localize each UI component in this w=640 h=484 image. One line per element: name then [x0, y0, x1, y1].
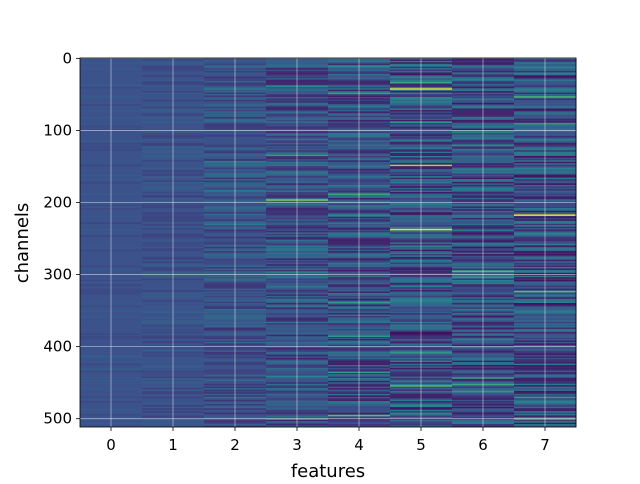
y-tick-label: 500 — [43, 410, 72, 428]
x-tick-label: 0 — [106, 436, 116, 454]
x-tick-label: 2 — [230, 436, 240, 454]
x-tick-label: 6 — [478, 436, 488, 454]
x-tick-label: 1 — [168, 436, 178, 454]
y-tick-label: 300 — [43, 266, 72, 284]
x-tick-label: 3 — [292, 436, 302, 454]
y-axis-ticks: 0 100 200 300 400 500 — [43, 49, 80, 428]
y-tick-label: 0 — [62, 49, 72, 67]
heatmap-cells — [80, 58, 577, 428]
x-axis-ticks: 0 1 2 3 4 5 6 7 — [106, 427, 550, 454]
y-tick-label: 200 — [43, 194, 72, 212]
x-tick-label: 5 — [416, 436, 426, 454]
y-tick-label: 400 — [43, 338, 72, 356]
x-axis-label: features — [291, 461, 365, 480]
x-tick-label: 7 — [540, 436, 550, 454]
y-axis-label: channels — [12, 203, 33, 284]
plot-frame — [79, 57, 577, 428]
y-tick-label: 100 — [43, 121, 72, 139]
x-tick-label: 4 — [354, 436, 364, 454]
